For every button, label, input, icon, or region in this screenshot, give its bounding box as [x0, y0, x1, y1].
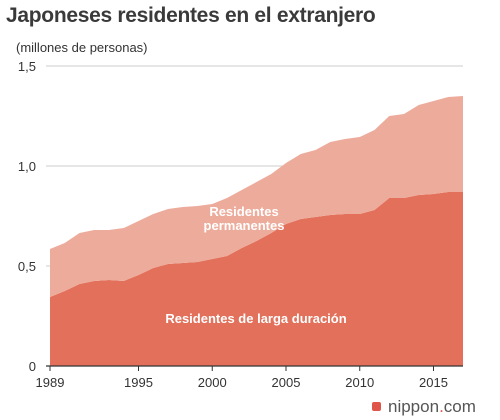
x-tick-label: 2015: [419, 375, 448, 390]
brand-dot: .: [439, 397, 444, 416]
nippon-logo-icon: [372, 402, 381, 411]
x-tick-label: 2010: [345, 375, 374, 390]
area-long-term-residents: [50, 192, 463, 366]
brand-name: nippon: [388, 397, 440, 416]
series-label-permanent: Residentes permanentes: [204, 204, 285, 233]
x-tick-label: 2000: [198, 375, 227, 390]
y-tick-label: 0,5: [18, 259, 36, 274]
y-axis-label: (millones de personas): [16, 40, 148, 55]
x-tick-label: 1995: [124, 375, 153, 390]
y-tick-label: 1,5: [18, 59, 36, 74]
brand-logo: nippon.com: [388, 397, 476, 417]
y-tick-label: 0: [29, 359, 36, 374]
x-tick-label: 1989: [36, 375, 65, 390]
series-label-long-term: Residentes de larga duración: [165, 311, 346, 326]
brand-tld: com: [443, 397, 476, 416]
area-permanent-residents: [50, 96, 463, 297]
chart-title: Japoneses residentes en el extranjero: [6, 4, 376, 27]
x-tick-label: 2005: [272, 375, 301, 390]
y-tick-label: 1,0: [18, 159, 36, 174]
